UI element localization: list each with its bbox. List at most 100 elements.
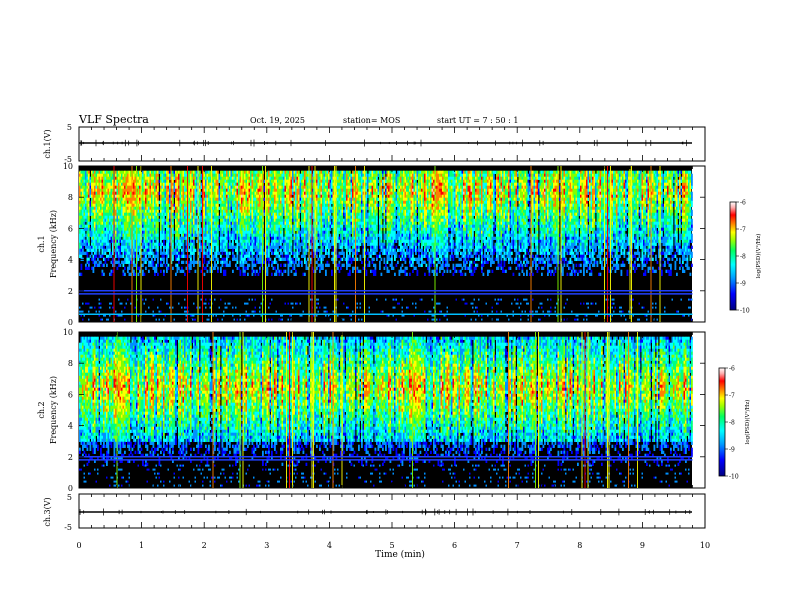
spectrogram-cell — [152, 194, 155, 198]
spectrogram-noise — [209, 298, 211, 301]
spectrogram-noise — [107, 318, 109, 321]
spectrogram-cell — [82, 248, 84, 252]
spectrogram-cell — [86, 227, 89, 231]
spectrogram-cell — [121, 197, 123, 201]
spectrogram-cell — [101, 200, 104, 204]
spectrogram-cell — [152, 203, 155, 207]
spectrogram-cell — [119, 248, 122, 252]
spectrogram-cell — [98, 194, 101, 198]
spectrogram-cell — [91, 248, 93, 252]
spectrogram-cell — [101, 245, 104, 249]
spectrogram-cell — [82, 242, 84, 246]
spectrogram-cell — [143, 194, 146, 198]
spectrogram-cell — [85, 215, 87, 219]
spectrogram-cell — [116, 260, 119, 264]
spectrogram-cell — [146, 170, 149, 174]
spectrogram-cell — [115, 230, 117, 234]
spectrogram-cell — [143, 236, 146, 240]
spectrogram-cell — [298, 251, 300, 255]
spectrogram-cell — [151, 206, 153, 210]
spectrogram-cell — [145, 236, 147, 240]
spectrogram-cell — [109, 188, 111, 192]
spectrogram-cell — [86, 230, 89, 234]
spectrogram-noise — [251, 310, 253, 313]
spectrogram-cell — [97, 245, 99, 249]
spectrogram-cell — [149, 200, 152, 204]
spectrogram-cell — [127, 233, 129, 237]
spectrogram-cell — [244, 257, 246, 261]
spectrogram-cell — [128, 272, 131, 276]
spectrogram-cell — [104, 191, 107, 195]
spectrogram-cell — [86, 176, 89, 180]
spectrogram-cell — [248, 254, 251, 258]
spectrogram-cell — [98, 209, 101, 213]
spectrogram-cell — [125, 218, 128, 222]
spectrogram-cell — [127, 227, 129, 231]
spectrogram-noise — [130, 302, 132, 305]
spectrogram-cell — [85, 245, 87, 249]
spectrogram-cell — [86, 182, 89, 186]
spectrogram-cell — [97, 188, 99, 192]
spectrogram-cell — [146, 185, 149, 189]
spectrogram-cell — [142, 179, 144, 183]
spectrogram-cell — [104, 215, 107, 219]
spectrogram-cell — [316, 245, 318, 249]
spectrogram-cell — [115, 197, 117, 201]
spectrogram-cell — [229, 263, 231, 267]
spectrogram-cell — [212, 248, 215, 252]
spectrogram-cell — [79, 254, 81, 258]
spectrogram-cell — [203, 239, 206, 243]
spectrogram-cell — [245, 260, 248, 264]
spectrogram-cell — [100, 209, 102, 213]
spectrogram-cell — [124, 182, 126, 186]
spectrogram-cell — [167, 263, 170, 267]
spectrogram-cell — [118, 215, 120, 219]
spectrogram-cell — [271, 248, 273, 252]
spectrogram-cell — [133, 227, 135, 231]
spectrogram-cell — [305, 260, 308, 264]
spectrogram-cell — [149, 248, 152, 252]
spectrogram-cell — [142, 263, 144, 267]
spectrogram-cell — [145, 170, 147, 174]
spectrogram-cell — [130, 242, 132, 246]
spectrogram-cell — [151, 200, 153, 204]
spectrogram-cell — [121, 203, 123, 207]
spectrogram-cell — [109, 209, 111, 213]
spectrogram-cell — [133, 260, 135, 264]
spectrogram-cell — [92, 212, 95, 216]
spectrogram-cell — [193, 251, 195, 255]
spectrogram-noise — [167, 302, 169, 305]
spectrogram-cell — [100, 173, 102, 177]
spectrogram-noise — [184, 298, 186, 301]
spectrogram-cell — [118, 179, 120, 183]
spectrogram-cell — [115, 182, 117, 186]
spectrogram-cell — [104, 200, 107, 204]
spectrogram-cell — [124, 173, 126, 177]
spectrogram-cell — [217, 260, 219, 264]
spectrogram-noise — [173, 318, 175, 321]
spectrogram-cell — [134, 179, 137, 183]
spectrogram-cell — [118, 176, 120, 180]
spectrogram-noise — [118, 314, 120, 317]
spectrogram-cell — [103, 218, 105, 222]
spectrogram-cell — [86, 203, 89, 207]
spectrogram-cell — [130, 227, 132, 231]
spectrogram-cell — [139, 242, 141, 246]
spectrogram-cell — [133, 194, 135, 198]
spectrogram-cell — [119, 209, 122, 213]
spectrogram-cell — [179, 245, 182, 249]
spectrogram-cell — [122, 206, 125, 210]
spectrogram-cell — [103, 263, 105, 267]
spectrogram-cell — [145, 227, 147, 231]
spectrogram-noise — [269, 302, 271, 305]
spectrogram-cell — [97, 227, 99, 231]
spectrogram-cell — [83, 230, 86, 234]
spectrogram-cell — [97, 209, 99, 213]
ch1-ytick-top: 5 — [67, 123, 72, 132]
spectrogram-cell — [124, 200, 126, 204]
spectrogram-cell — [80, 239, 83, 243]
spectrogram-cell — [106, 224, 108, 228]
spectrogram-cell — [80, 266, 83, 270]
spectrogram-cell — [145, 206, 147, 210]
spectrogram-cell — [107, 188, 110, 192]
